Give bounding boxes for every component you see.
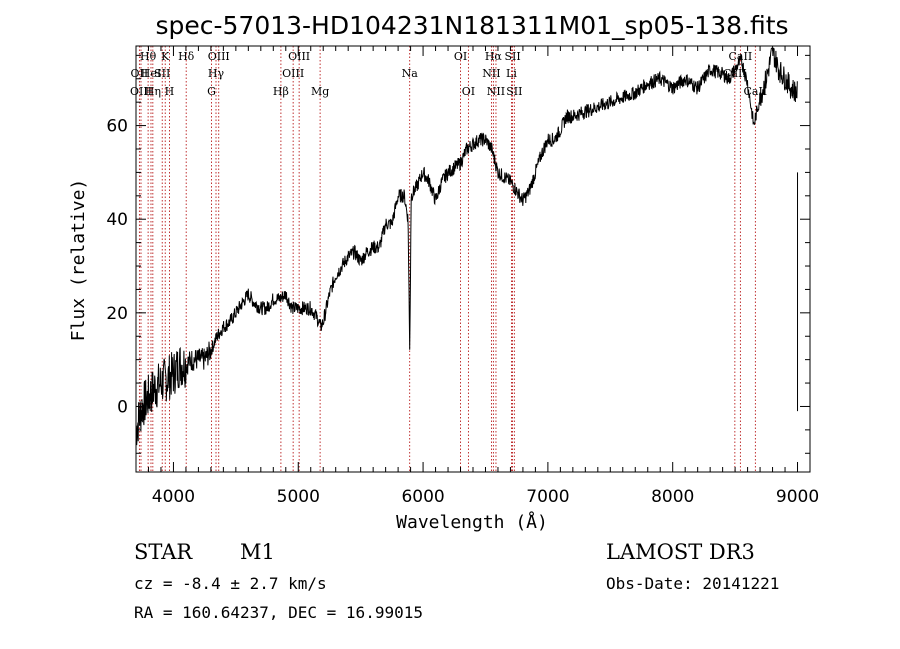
line-marker-label: OIII (288, 50, 310, 63)
y-axis-label: Flux (relative) (68, 179, 89, 342)
line-marker-label: SII (506, 85, 522, 98)
line-marker-label: SII (504, 50, 520, 63)
redshift-velocity: cz = -8.4 ± 2.7 km/s (134, 574, 327, 593)
y-tick-label: 40 (106, 210, 128, 230)
plot-frame (135, 45, 811, 473)
line-marker-label: OI (454, 50, 467, 63)
emission-line-markers (138, 46, 756, 472)
observation-date: Obs-Date: 20141221 (606, 574, 780, 593)
y-tick-label: 0 (117, 397, 128, 417)
line-marker-label: G (207, 85, 216, 98)
line-marker-label: Hβ (273, 85, 289, 98)
x-tick-label: 7000 (526, 487, 569, 507)
line-marker-label: NII (482, 67, 500, 80)
line-marker-label: HeI (141, 67, 161, 80)
x-axis-ticks: 4000 5000 6000 7000 8000 9000 (147, 46, 819, 507)
line-marker-label: OI (462, 85, 475, 98)
line-marker-label: Hγ (208, 67, 225, 80)
line-marker-label: Hη (145, 85, 161, 98)
emission-line-labels: Hθ OII OIII HeI Hη K SII H Hδ OIII Hγ G Hβ OIII OIII Mg… (130, 50, 767, 98)
y-axis-ticks: 0 20 40 60 (106, 54, 810, 454)
spectrum-series (135, 47, 799, 446)
survey-name: LAMOST DR3 (606, 540, 755, 564)
line-marker-label: CaII (729, 50, 753, 63)
line-marker-label: SII (154, 67, 170, 80)
y-tick-label: 20 (106, 304, 128, 324)
line-marker-label: Na (402, 67, 419, 80)
x-tick-label: 4000 (152, 487, 195, 507)
line-marker-label: OIII (208, 50, 230, 63)
line-marker-label: CaII (743, 85, 767, 98)
chart-title: spec-57013-HD104231N181311M01_sp05-138.f… (155, 11, 788, 40)
line-marker-label: Hθ (140, 50, 157, 63)
line-marker-label: Li (506, 67, 517, 80)
coordinates: RA = 160.64237, DEC = 16.99015 (134, 603, 423, 622)
line-marker-label: Hα (485, 50, 503, 63)
line-marker-label: K (161, 50, 170, 63)
line-marker-label: Mg (311, 85, 329, 98)
x-tick-label: 5000 (277, 487, 320, 507)
line-marker-label: OIII (130, 85, 152, 98)
line-marker-label: OIII (282, 67, 304, 80)
y-tick-label: 60 (106, 117, 128, 137)
line-marker-label: NII (487, 85, 505, 98)
line-marker-label: Hδ (178, 50, 195, 63)
x-tick-label: 8000 (651, 487, 694, 507)
line-marker-label: OII (131, 67, 149, 80)
spectrum-line (135, 47, 798, 446)
x-axis-label: Wavelength (Å) (396, 511, 548, 533)
line-marker-label: H (165, 85, 175, 98)
object-subclass: M1 (240, 540, 275, 564)
x-tick-label: 9000 (776, 487, 819, 507)
x-tick-label: 6000 (401, 487, 444, 507)
line-marker-label: CaII (723, 67, 747, 80)
object-class: STAR (134, 540, 193, 564)
